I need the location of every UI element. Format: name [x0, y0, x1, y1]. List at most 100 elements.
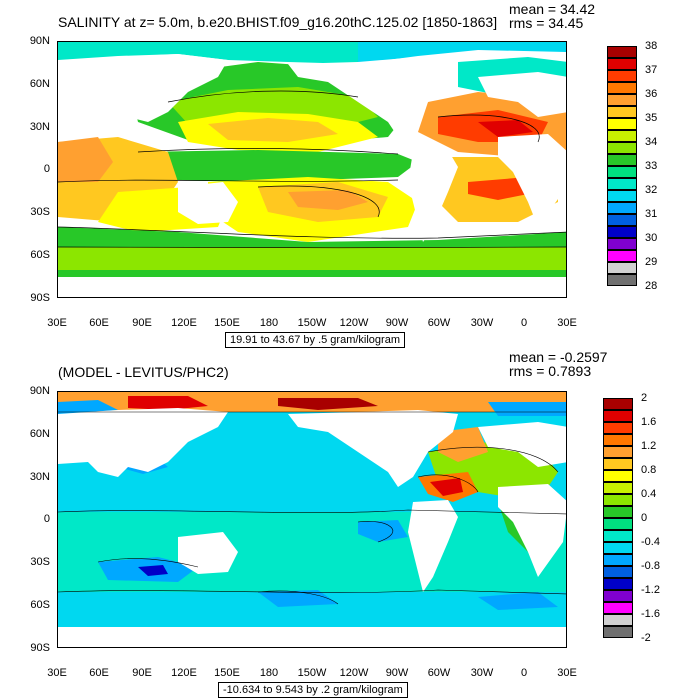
lat-tick-label: 60S: [30, 249, 50, 261]
colorbar-swatch: [607, 250, 637, 262]
colorbar: 2 1.6 1.2 0.8 0.4 0 -0.4 -0.8 -1.2 -1.6 -2: [603, 392, 683, 644]
colorbar-label: 0: [641, 512, 648, 524]
colorbar-swatch: [607, 190, 637, 202]
land-africa: [498, 484, 566, 577]
ocean-region: [208, 118, 338, 142]
colorbar-label: -2: [641, 632, 651, 644]
colorbar-label: -1.2: [641, 584, 660, 596]
lat-tick-label: 60S: [30, 599, 50, 611]
contour-range-box: 19.91 to 43.67 by .5 gram/kilogram: [225, 332, 405, 348]
ocean-region: [58, 42, 358, 64]
lat-tick-label: 30S: [30, 556, 50, 568]
ocean-region: [430, 478, 463, 496]
colorbar-swatch: [603, 410, 633, 422]
lon-tick-label: 120E: [171, 667, 197, 679]
colorbar: 38 37 36 35 34 33 32 31 30 29 28: [607, 40, 687, 292]
colorbar-swatch: [603, 554, 633, 566]
colorbar-label: 30: [645, 232, 658, 244]
colorbar-swatch: [603, 446, 633, 458]
ocean-region: [478, 120, 533, 137]
colorbar-swatch: [607, 70, 637, 82]
colorbar-swatch: [603, 518, 633, 530]
map-plot: [57, 41, 567, 298]
ocean-region: [358, 42, 566, 64]
colorbar-swatch: [607, 154, 637, 166]
colorbar-label: 34: [645, 136, 658, 148]
ocean-region: [138, 150, 418, 182]
lon-tick-label: 60E: [89, 667, 109, 679]
colorbar-label: 36: [645, 88, 658, 100]
map-plot: [57, 391, 567, 648]
colorbar-swatch: [607, 202, 637, 214]
colorbar-label: 0.4: [641, 488, 657, 500]
ocean-region: [478, 592, 558, 610]
land-north-america: [288, 410, 458, 487]
colorbar-label: 38: [645, 40, 658, 52]
lat-tick-label: 60N: [29, 428, 50, 440]
difference-map: [58, 392, 566, 647]
lat-tick-label: 90N: [29, 35, 50, 47]
lon-tick-label: 30E: [557, 667, 577, 679]
contour-range-box: -10.634 to 9.543 by .2 gram/kilogram: [218, 682, 408, 698]
lon-tick-label: 90E: [132, 317, 152, 329]
lon-tick-label: 150W: [297, 317, 327, 329]
lon-tick-label: 90W: [385, 667, 409, 679]
colorbar-swatch: [603, 530, 633, 542]
lat-tick-label: 0: [43, 513, 50, 525]
colorbar-swatch: [607, 142, 637, 154]
ocean-region: [138, 565, 168, 576]
lon-tick-label: 30E: [557, 317, 577, 329]
lon-tick-label: 30E: [47, 317, 67, 329]
ocean-region: [438, 427, 488, 462]
colorbar-label: 1.6: [641, 416, 657, 428]
lon-tick-label: 90W: [385, 317, 409, 329]
colorbar-swatch: [607, 226, 637, 238]
land-europe: [478, 72, 566, 117]
colorbar-swatch: [607, 262, 637, 274]
colorbar-label: 35: [645, 112, 658, 124]
stat-mean: mean = 34.42: [509, 1, 596, 17]
land-europe: [478, 422, 566, 467]
stats-block: mean = -0.2597 rms = 0.7893: [509, 350, 607, 378]
colorbar-label: 0.8: [641, 464, 657, 476]
colorbar-swatch: [607, 58, 637, 70]
lon-tick-label: 180: [259, 317, 279, 329]
land-antarctica: [58, 277, 566, 297]
lon-tick-label: 60W: [427, 317, 451, 329]
stats-block: mean = 34.42 rms = 34.45: [509, 2, 595, 30]
lat-tick-label: 90N: [29, 385, 50, 397]
lat-tick-label: 90S: [30, 292, 50, 304]
colorbar-swatch: [603, 506, 633, 518]
lon-tick-label: 120W: [339, 317, 369, 329]
land-africa: [498, 134, 566, 227]
colorbar-swatch: [607, 238, 637, 250]
colorbar-swatch: [603, 566, 633, 578]
land-asia: [58, 54, 228, 127]
panel-title: SALINITY at z= 5.0m, b.e20.BHIST.f09_g16…: [58, 14, 498, 30]
colorbar-swatch: [603, 614, 633, 626]
lon-tick-label: 150W: [297, 667, 327, 679]
salinity-map: [58, 42, 566, 297]
colorbar-swatch: [603, 542, 633, 554]
colorbar-label: 31: [645, 208, 658, 220]
contour-lines: [58, 411, 566, 605]
colorbar-swatch: [607, 178, 637, 190]
lon-tick-label: 180: [259, 667, 279, 679]
colorbar-swatch: [603, 470, 633, 482]
lon-tick-label: 30W: [470, 317, 494, 329]
lon-tick-label: 120W: [339, 667, 369, 679]
lat-tick-label: 30S: [30, 206, 50, 218]
lon-tick-label: 60W: [427, 667, 451, 679]
colorbar-swatch: [603, 482, 633, 494]
colorbar-label: 1.2: [641, 440, 657, 452]
stat-rms: rms = 34.45: [509, 15, 584, 31]
colorbar-swatch: [603, 458, 633, 470]
colorbar-label: 29: [645, 256, 658, 268]
colorbar-label: -1.6: [641, 608, 660, 620]
salinity-panel: SALINITY at z= 5.0m, b.e20.BHIST.f09_g16…: [29, 2, 687, 348]
lon-tick-label: 60E: [89, 317, 109, 329]
colorbar-label: 37: [645, 64, 658, 76]
colorbar-label: 32: [645, 184, 658, 196]
lat-tick-label: 60N: [29, 78, 50, 90]
colorbar-swatch: [603, 602, 633, 614]
